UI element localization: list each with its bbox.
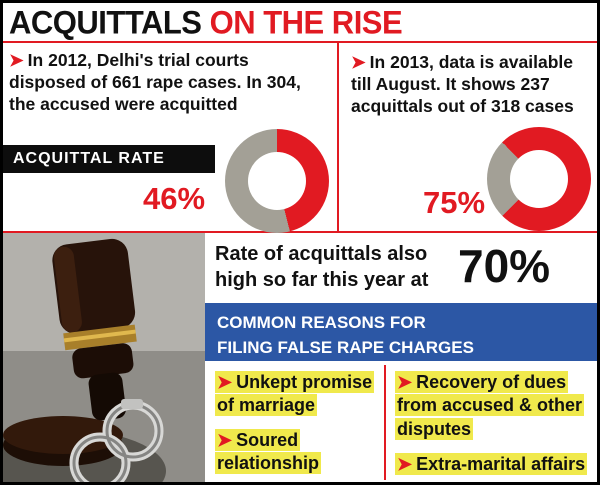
list-item-soured-relationship: ➤ Soured relationship: [215, 429, 365, 476]
stat-2012: In 2012, Delhi's trial courts disposed o…: [9, 50, 301, 115]
reason-text: Unkept promise of marriage: [217, 372, 373, 416]
bullet-arrow-icon: ➤: [9, 50, 24, 70]
bullet-arrow-icon: ➤: [351, 52, 366, 72]
reason-text: Extra-marital affairs: [416, 454, 586, 474]
bullet-arrow-icon: ➤: [397, 454, 413, 474]
donut-hole: [248, 152, 306, 210]
bullet-arrow-icon: ➤: [217, 430, 233, 450]
donut-chart-2013: [487, 127, 591, 231]
reason-text: Soured relationship: [217, 430, 320, 474]
reasons-header: COMMON REASONS FOR FILING FALSE RAPE CHA…: [205, 303, 597, 361]
title-red: ON THE RISE: [201, 4, 403, 41]
reasons-title-line1: COMMON REASONS FOR: [217, 313, 426, 332]
divider-top: [3, 41, 597, 43]
bullet-arrow-icon: ➤: [217, 372, 233, 392]
bullet-arrow-icon: ➤: [397, 372, 413, 392]
gavel-illustration: [3, 233, 205, 482]
reason-text: Recovery of dues from accused & other di…: [397, 372, 583, 439]
gavel-handcuffs-photo: [3, 233, 205, 482]
list-item-recovery-of-dues: ➤ Recovery of dues from accused & other d…: [395, 371, 595, 441]
list-item-unkept-promise: ➤ Unkept promise of marriage: [215, 371, 387, 418]
donut-hole: [510, 150, 568, 208]
current-year-text: Rate of acquittals also high so far this…: [215, 243, 429, 291]
divider-bottom-vertical: [384, 365, 386, 480]
reasons-title-line2: FILING FALSE RAPE CHARGES: [217, 337, 474, 357]
acquittal-rate-label: ACQUITTAL RATE: [3, 145, 215, 173]
panel-2013-text: ➤ In 2013, data is available till August.…: [351, 51, 586, 118]
rate-2012-value: 46%: [143, 181, 206, 216]
title-black: ACQUITTALS: [9, 4, 202, 41]
current-year-value: 70%: [458, 240, 551, 292]
stat-2013: In 2013, data is available till August. …: [351, 52, 574, 117]
panel-2012-text: ➤ In 2012, Delhi's trial courts disposed …: [9, 49, 321, 116]
list-item-extra-marital-affairs: ➤ Extra-marital affairs: [395, 453, 597, 476]
divider-top-vertical: [337, 41, 339, 233]
rate-2013-value: 75%: [423, 185, 486, 220]
donut-chart-2012: [225, 129, 329, 233]
page-title: ACQUITTALS ON THE RISE: [9, 3, 403, 43]
divider-middle: [3, 231, 597, 233]
